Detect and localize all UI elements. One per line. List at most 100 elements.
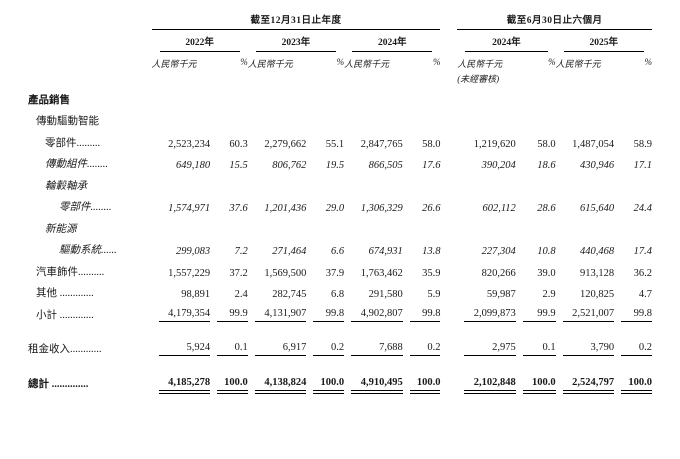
amount-cell: 282,745 [248, 279, 306, 300]
amount-cell [152, 214, 211, 236]
percent-cell: 99.8 [614, 300, 652, 322]
year-header-2024: 2024年 [344, 30, 440, 52]
column-spacer [440, 12, 457, 30]
amount-cell: 440,468 [556, 236, 614, 257]
cell-value: 99.8 [313, 308, 345, 322]
cell-value: 866,505 [368, 160, 403, 171]
cell-value: 3,790 [562, 342, 615, 356]
cell-value: 36.2 [633, 267, 652, 279]
cell-value: 2.4 [234, 289, 248, 300]
cell-value: 99.9 [217, 308, 248, 322]
percent-label: % [336, 57, 345, 67]
row-label: 其他 ............. [36, 288, 94, 299]
period-annual-title: 截至12月31日止年度 [250, 16, 342, 26]
percent-cell: 4.7 [614, 279, 652, 300]
percent-cell: 0.2 [306, 322, 345, 356]
cell-value: 2,521,007 [562, 308, 615, 322]
cell-value: 98,891 [181, 289, 211, 300]
amount-cell [556, 85, 615, 107]
percent-cell [614, 171, 652, 193]
cell-value: 19.5 [325, 160, 345, 171]
cell-value: 39.0 [537, 267, 556, 279]
table-row: 零部件......... 2,523,234 60.3 2,279,662 55.1 2,… [28, 128, 652, 150]
amount-cell: 4,185,278 [152, 356, 211, 394]
unit-label: 人民幣千元 [344, 59, 390, 69]
amount-cell: 2,975 [457, 322, 516, 356]
amount-cell [248, 107, 307, 129]
cell-value: 29.0 [325, 203, 345, 214]
amount-cell [152, 107, 211, 129]
cell-value: 602,112 [482, 203, 516, 214]
amount-cell [457, 214, 516, 236]
amount-cell: 4,131,907 [248, 300, 307, 322]
percent-cell: 99.8 [306, 300, 345, 322]
amount-cell: 4,138,824 [248, 356, 307, 394]
row-label: 輪轂軸承 [45, 180, 87, 192]
column-spacer [440, 356, 457, 391]
percent-cell [614, 214, 652, 236]
column-spacer [440, 171, 457, 193]
amount-cell: 1,569,500 [248, 257, 307, 279]
percent-cell: 17.6 [403, 150, 440, 171]
row-label: 小計 ............. [36, 309, 94, 321]
percent-cell: 39.0 [516, 257, 556, 279]
amount-cell: 98,891 [152, 279, 211, 300]
amount-cell [344, 85, 403, 107]
percent-cell: 6.6 [306, 236, 344, 257]
percent-cell [614, 107, 652, 129]
amount-cell: 4,910,495 [344, 356, 403, 394]
amount-cell: 5,924 [152, 322, 211, 356]
cell-value: 100.0 [409, 377, 441, 394]
table-row: 小計 ............. 4,179,354 99.9 4,131,907 99… [28, 300, 652, 322]
cell-value: 4,185,278 [158, 377, 211, 394]
cell-value: 26.6 [422, 203, 441, 214]
cell-value: 15.5 [229, 160, 248, 171]
amount-cell [457, 171, 516, 193]
cell-value: 820,266 [481, 267, 516, 279]
row-label: 零部件......... [45, 137, 101, 149]
cell-value: 430,946 [580, 160, 615, 171]
cell-value: 6,917 [254, 342, 307, 356]
percent-cell [403, 107, 441, 129]
row-label: 驅動系統...... [59, 245, 117, 256]
amount-cell: 913,128 [556, 257, 614, 279]
percent-cell: 28.6 [516, 193, 555, 214]
percent-cell: 19.5 [306, 150, 345, 171]
period-header-annual: 截至12月31日止年度 [151, 12, 441, 30]
cell-value: 271,464 [272, 246, 307, 257]
percent-cell: 5.9 [403, 279, 440, 300]
amount-cell: 390,204 [457, 150, 516, 171]
percent-cell: 100.0 [210, 356, 248, 394]
amount-cell: 120,825 [556, 279, 614, 300]
cell-value: 37.6 [229, 203, 248, 214]
cell-value: 1,569,500 [264, 267, 307, 279]
cell-value: 2.9 [542, 289, 556, 300]
amount-cell: 59,987 [457, 279, 516, 300]
percent-cell: 0.2 [403, 322, 441, 356]
column-spacer [440, 322, 457, 357]
percent-cell: 0.1 [210, 322, 248, 356]
cell-value: 17.4 [633, 246, 652, 257]
column-spacer [440, 279, 457, 301]
cell-value: 55.1 [325, 138, 345, 150]
column-spacer [440, 214, 457, 236]
amount-cell: 2,521,007 [556, 300, 615, 322]
column-spacer [440, 128, 457, 150]
cell-value: 37.2 [229, 267, 248, 279]
percent-cell: 100.0 [516, 356, 556, 394]
cell-value: 2,523,234 [168, 138, 211, 150]
cell-value: 37.9 [325, 267, 345, 279]
amount-cell [152, 85, 211, 107]
cell-value: 100.0 [621, 377, 652, 394]
amount-cell: 299,083 [152, 236, 210, 257]
percent-cell [210, 107, 248, 129]
percent-cell [516, 214, 556, 236]
percent-cell: 26.6 [403, 193, 441, 214]
cell-value: 18.6 [537, 160, 556, 171]
percent-cell: 100.0 [403, 356, 441, 394]
percent-cell: 15.5 [210, 150, 248, 171]
percent-label: % [548, 57, 556, 67]
cell-value: 4,179,354 [158, 308, 211, 322]
amount-cell [556, 214, 615, 236]
financial-table-page: 截至12月31日止年度 截至6月30日止六個月 2022年 2023年 2024… [28, 12, 652, 394]
